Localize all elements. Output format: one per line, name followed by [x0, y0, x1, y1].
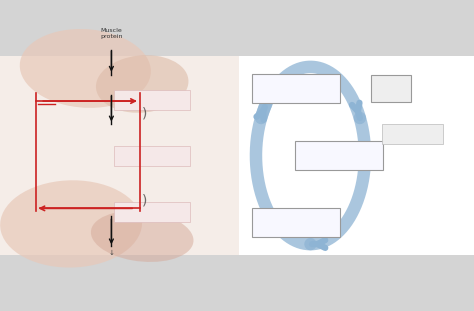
- Text: ↓: ↓: [109, 250, 114, 256]
- Ellipse shape: [0, 180, 142, 267]
- Ellipse shape: [96, 55, 189, 113]
- Bar: [239, 0, 474, 56]
- Bar: [114, 202, 190, 222]
- Bar: [0, 0, 239, 311]
- Bar: [252, 74, 340, 103]
- Bar: [295, 141, 383, 170]
- Text: Muscle
protein: Muscle protein: [100, 28, 123, 39]
- Bar: [0, 255, 239, 311]
- Bar: [371, 76, 411, 102]
- Bar: [114, 146, 190, 166]
- Bar: [382, 123, 443, 144]
- Text: ): ): [142, 193, 147, 208]
- Bar: [252, 208, 340, 237]
- Bar: [239, 255, 474, 311]
- Ellipse shape: [91, 211, 193, 262]
- Text: ): ): [142, 106, 147, 121]
- Bar: [0, 0, 239, 56]
- Bar: [239, 56, 474, 255]
- Ellipse shape: [20, 29, 151, 108]
- Bar: [114, 90, 190, 110]
